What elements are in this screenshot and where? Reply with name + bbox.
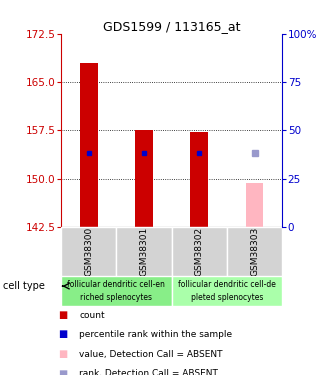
Text: GSM38302: GSM38302 <box>195 226 204 276</box>
Bar <box>61 276 172 306</box>
Bar <box>116 227 172 276</box>
Text: count: count <box>79 310 105 320</box>
Bar <box>246 183 263 227</box>
Text: ■: ■ <box>58 310 67 320</box>
Title: GDS1599 / 113165_at: GDS1599 / 113165_at <box>103 20 240 33</box>
Bar <box>227 227 282 276</box>
Text: percentile rank within the sample: percentile rank within the sample <box>79 330 232 339</box>
Text: ■: ■ <box>58 330 67 339</box>
Text: rank, Detection Call = ABSENT: rank, Detection Call = ABSENT <box>79 369 218 375</box>
Text: GSM38301: GSM38301 <box>140 226 148 276</box>
Text: pleted splenocytes: pleted splenocytes <box>191 293 263 302</box>
Text: cell type: cell type <box>3 281 45 291</box>
Bar <box>190 132 208 227</box>
Bar <box>172 227 227 276</box>
Text: ■: ■ <box>58 349 67 359</box>
Text: follicular dendritic cell-de: follicular dendritic cell-de <box>178 279 276 288</box>
Text: follicular dendritic cell-en: follicular dendritic cell-en <box>67 279 165 288</box>
Text: ■: ■ <box>58 369 67 375</box>
Text: riched splenocytes: riched splenocytes <box>80 293 152 302</box>
Text: GSM38300: GSM38300 <box>84 226 93 276</box>
Text: GSM38303: GSM38303 <box>250 226 259 276</box>
Bar <box>61 227 116 276</box>
Bar <box>135 130 153 227</box>
Text: value, Detection Call = ABSENT: value, Detection Call = ABSENT <box>79 350 223 358</box>
Bar <box>80 63 98 227</box>
Bar <box>172 276 282 306</box>
